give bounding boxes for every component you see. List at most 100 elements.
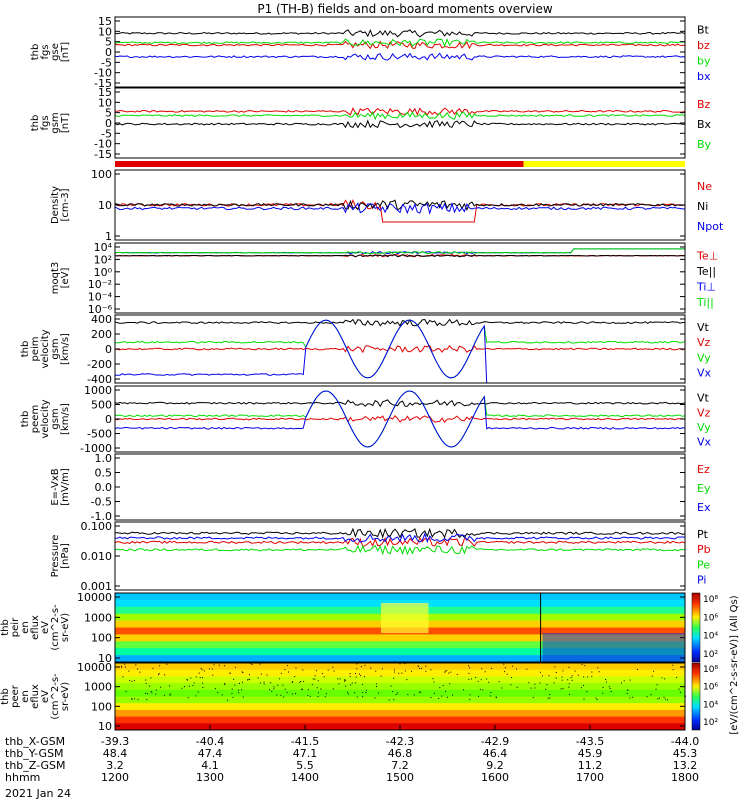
x-axis-value: -44.0 [671,735,699,748]
spectrogram-speckle [217,691,219,693]
spectrogram-speckle [242,672,244,674]
spectrogram-band [115,709,685,718]
spectrogram-speckle [374,697,376,699]
y-tick-label: 500 [91,399,112,412]
spectrogram-speckle [584,665,586,667]
spectrogram-speckle [224,682,226,684]
spectrogram-speckle [125,691,127,693]
y-axis-label: thb peim velocity gsm [km/s] [20,329,71,368]
spectrogram-speckle [532,697,534,699]
spectrogram-speckle [137,698,139,700]
spectrogram-speckle [214,688,216,690]
y-axis-label: moqt3 [eV] [50,262,71,295]
y-tick-label: -10 [94,67,112,80]
spectrogram-speckle [541,675,543,677]
y-tick-label: 1000 [84,384,112,397]
panel-peer_eflux: 10000 1000 100 10 thb peer en eflux eV (cm^2-s-sr… [0,661,686,733]
x-axis-value: 1200 [101,771,129,784]
y-axis-label-line: [km/s] [60,333,71,365]
spectrogram-speckle [355,676,357,678]
series-By-line [114,111,686,121]
spectrogram-speckle [469,694,471,696]
y-tick-label: -1.0 [91,510,112,523]
spectrogram-speckle [378,692,380,694]
y-tick-label: 5 [105,36,112,49]
spectrogram-speckle [131,680,133,682]
spectrogram-speckle [280,694,282,696]
spectrogram-speckle [664,678,666,680]
colorbar-tick-label: 10⁶ [703,683,718,693]
spectrogram-speckle [339,678,341,680]
legend-Bt: Bt [697,23,710,36]
spectrogram-speckle [241,671,243,673]
series-Pe-line [114,544,686,556]
y-axis-label: E=-VxB [mV/m] [50,468,71,506]
spectrogram-speckle [452,694,454,696]
spectrogram-speckle [442,685,444,687]
spectrogram-speckle [506,673,508,675]
spectrogram-speckle [241,681,243,683]
x-axis-value: 45.3 [673,747,698,760]
spectrogram-speckle [145,692,147,694]
legend-Pe: Pe [697,558,710,571]
spectrogram-speckle [678,688,680,690]
spectrogram-speckle [201,677,203,679]
y-axis-label-line: [eV] [60,268,71,289]
spectrogram-speckle [294,693,296,695]
spectrogram-speckle [218,664,220,666]
y-axis-label-line: [cm-3] [60,188,71,221]
spectrogram-band [115,593,685,601]
y-tick-label: 5 [105,107,112,120]
x-axis-value: 47.4 [198,747,223,760]
spectrogram-speckle [129,680,131,682]
y-axis-label-line: sr-eV) [60,613,71,642]
spectrogram-speckle [186,678,188,680]
spectrogram-speckle [202,686,204,688]
legend-Vt: Vt [697,392,710,405]
y-axis-label-line: velocity [40,329,51,368]
spectrogram-speckle [345,685,347,687]
spectrogram-speckle [393,669,395,671]
y-tick-label: 0.100 [81,520,113,533]
spectrogram-speckle [356,663,358,665]
spectrogram-speckle [401,672,403,674]
y-tick-label: 100 [91,168,112,181]
spectrogram-speckle [283,696,285,698]
panel-peim_velocity: 400 200 0 -200 -400 thb peim velocity gsm [km/s] V… [20,313,712,386]
spectrogram-speckle [345,679,347,681]
y-axis-label-line: thb [0,688,11,705]
spectrogram-speckle [231,692,233,694]
spectrogram-speckle [327,669,329,671]
spectrogram-band [115,716,685,724]
spectrogram-speckle [420,691,422,693]
spectrogram-speckle [491,668,493,670]
spectrogram-speckle [548,675,550,677]
legend-Npot: Npot [697,220,724,233]
spectrogram-speckle [269,689,271,691]
spectrogram-speckle [201,669,203,671]
y-axis-label-line: [nPa] [60,543,71,569]
spectrogram-speckle [568,683,570,685]
spectrogram-speckle [294,676,296,678]
spectrogram-speckle [438,697,440,699]
spectrogram-speckle [150,690,152,692]
spectrogram-speckle [303,680,305,682]
spectrogram-speckle [602,692,604,694]
spectrogram-speckle [158,674,160,676]
y-tick-label: 10⁻² [88,278,112,291]
spectrogram-speckle [311,684,313,686]
spectrogram-speckle [271,690,273,692]
y-tick-label: 10000 [77,661,112,674]
spectrogram-speckle [315,670,317,672]
spectrogram-speckle [489,695,491,697]
spectrogram-speckle [183,686,185,688]
spectrogram-speckle [300,680,302,682]
spectrogram-speckle [266,674,268,676]
spectrogram-speckle [478,695,480,697]
spectrogram-speckle [623,680,625,682]
spectrogram-speckle [570,677,572,679]
spectrogram-speckle [580,687,582,689]
spectrogram-speckle [610,690,612,692]
spectrogram-speckle [626,692,628,694]
